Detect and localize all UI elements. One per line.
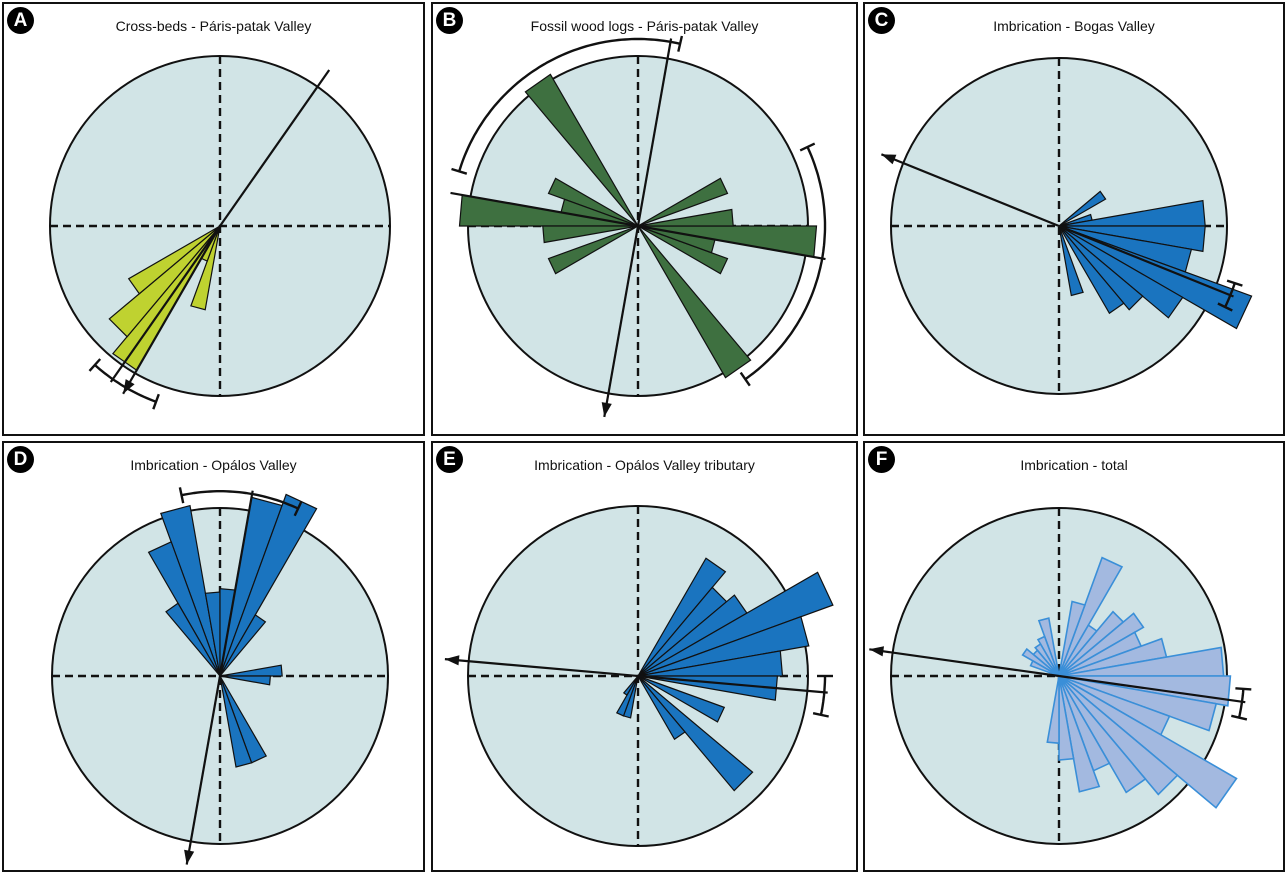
panel-title: Imbrication - Opálos Valley xyxy=(130,457,297,473)
rose-petal xyxy=(219,614,267,677)
rose-diagram xyxy=(869,507,1252,845)
mean-axis-line xyxy=(109,225,221,383)
rose-petal xyxy=(165,602,221,677)
confidence-arc-cap xyxy=(451,167,468,175)
confidence-arc-cap xyxy=(1235,687,1252,691)
confidence-arc xyxy=(181,490,299,510)
panel-label: B xyxy=(436,7,463,34)
rose-petal xyxy=(637,225,752,379)
rose-petal xyxy=(1046,675,1060,745)
rose-petal xyxy=(1058,600,1086,677)
mean-axis-line xyxy=(637,674,828,694)
paleocurrent-arrow-shaft xyxy=(603,225,640,418)
confidence-arc-cap xyxy=(88,358,102,372)
mean-axis-line xyxy=(450,191,639,228)
confidence-arc-cap xyxy=(293,500,303,517)
confidence-arc-cap xyxy=(1217,302,1233,312)
paleocurrent-arrow-shaft xyxy=(444,658,639,678)
rose-diagram xyxy=(51,487,389,865)
rose-petal xyxy=(1058,190,1107,227)
confidence-arc-cap xyxy=(799,142,816,152)
rose-petal xyxy=(127,225,221,295)
confidence-arc xyxy=(1224,282,1236,308)
rose-petal xyxy=(1058,225,1125,315)
rose-diagram xyxy=(880,57,1253,395)
rose-petal xyxy=(547,225,639,275)
paleocurrent-arrowhead xyxy=(881,154,897,165)
rose-diagram xyxy=(444,505,834,847)
panel-label: A xyxy=(7,7,34,34)
rose-petal xyxy=(542,225,639,244)
paleocurrent-arrowhead xyxy=(123,379,135,394)
rose-petal xyxy=(637,675,726,723)
rose-petal xyxy=(1058,225,1084,297)
panel-title: Imbrication - total xyxy=(1020,457,1128,473)
paleocurrent-arrow-shaft xyxy=(185,675,222,865)
panel-title: Cross-beds - Páris-patak Valley xyxy=(115,18,312,34)
mean-axis-line xyxy=(218,490,254,677)
rose-petal xyxy=(219,675,272,686)
paleocurrent-arrow-shaft xyxy=(122,225,221,395)
confidence-arc-cap xyxy=(1226,279,1243,287)
confidence-arc-cap xyxy=(178,487,185,504)
rose-petal xyxy=(637,208,734,227)
paleocurrent-arrowhead xyxy=(869,646,884,657)
rose-panel-c: C Imbrication - Bogas Valley xyxy=(863,2,1285,436)
mean-axis-line xyxy=(1058,674,1246,704)
paleocurrent-arrowhead xyxy=(601,402,612,417)
mean-axis-line xyxy=(637,224,826,261)
rose-petal xyxy=(219,675,253,768)
rose-diagram xyxy=(49,55,391,410)
confidence-arc-cap xyxy=(1231,714,1248,721)
panel-label: F xyxy=(868,446,895,473)
confidence-arc-cap xyxy=(812,712,829,718)
confidence-arc xyxy=(94,364,157,403)
rose-panel-b: B Fossil wood logs - Páris-patak Valley xyxy=(431,2,858,436)
rose-panel-f: F Imbrication - total xyxy=(863,441,1285,872)
panel-title: Fossil wood logs - Páris-patak Valley xyxy=(530,18,759,34)
rose-petal xyxy=(637,675,754,792)
rose-petal xyxy=(637,675,686,741)
paleocurrent-arrow-shaft xyxy=(869,648,1060,678)
panel-title: Imbrication - Bogas Valley xyxy=(993,18,1155,34)
paleocurrent-arrow-shaft xyxy=(880,153,1060,228)
rose-petal xyxy=(622,675,639,696)
mean-axis-line xyxy=(1058,224,1234,298)
confidence-arc-cap xyxy=(739,371,751,387)
rose-panel-e: E Imbrication - Opálos Valley tributary xyxy=(431,441,858,872)
panel-label: D xyxy=(7,446,34,473)
confidence-arc xyxy=(458,37,681,172)
confidence-arc xyxy=(1237,688,1245,718)
rose-panel-a: A Cross-beds - Páris-patak Valley xyxy=(2,2,425,436)
panel-title: Imbrication - Opálos Valley tributary xyxy=(534,457,755,473)
rose-diagram xyxy=(450,35,827,418)
confidence-arc-cap xyxy=(152,393,160,410)
rose-petal xyxy=(637,177,729,227)
panel-label: C xyxy=(868,7,895,34)
paleocurrent-arrowhead xyxy=(444,655,460,666)
mean-axis-line xyxy=(636,38,673,227)
confidence-arc xyxy=(744,146,827,381)
panel-label: E xyxy=(436,446,463,473)
confidence-arc xyxy=(819,676,827,716)
confidence-arc-cap xyxy=(677,35,684,52)
rose-petal xyxy=(524,73,639,227)
rose-petal xyxy=(1029,659,1060,677)
paleocurrent-arrowhead xyxy=(184,849,195,865)
mean-axis-line xyxy=(219,69,331,227)
rose-panel-d: D Imbrication - Opálos Valley xyxy=(2,441,425,872)
